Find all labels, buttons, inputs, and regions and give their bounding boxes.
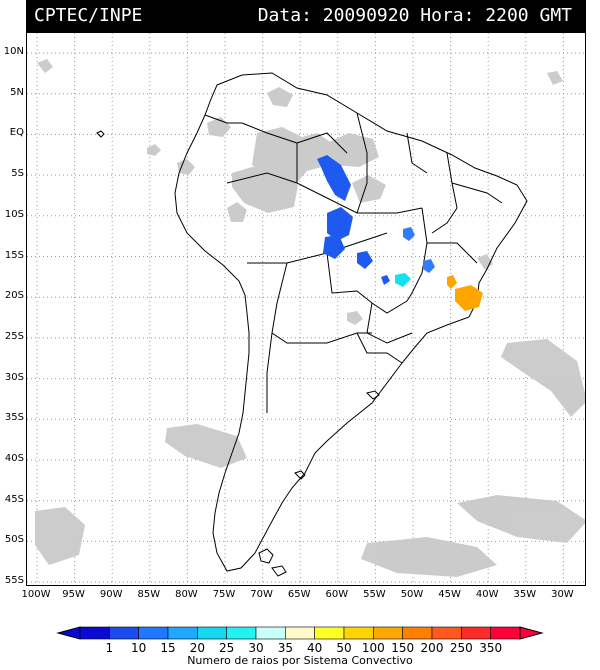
lon-label: 95W xyxy=(62,589,85,600)
lat-label: 5N xyxy=(10,86,24,98)
colorbar-swatch xyxy=(197,626,227,640)
map-canvas xyxy=(27,33,587,585)
lat-label: 25S xyxy=(4,330,24,342)
colorbar-swatch xyxy=(138,626,169,640)
lat-label: 5S xyxy=(11,168,24,180)
colorbar-tick-label: 10 xyxy=(131,641,147,655)
lon-label: 80W xyxy=(175,589,198,600)
lon-label: 75W xyxy=(212,589,236,600)
colorbar-tick-label: 200 xyxy=(420,641,444,655)
coastline xyxy=(96,72,528,577)
colorbar-left-arrow xyxy=(56,626,81,640)
header-datetime: Data: 20090920 Hora: 2200 GMT xyxy=(257,5,572,26)
colorbar-tick-label: 100 xyxy=(361,641,385,655)
lat-label: 10S xyxy=(4,208,24,220)
colorbar-tick-label: 1 xyxy=(105,641,114,655)
lat-label: 10N xyxy=(3,46,24,57)
colorbar-swatch xyxy=(285,626,315,640)
lat-label: 55S xyxy=(4,575,24,587)
lat-label: 20S xyxy=(4,290,24,302)
lon-label: 100W xyxy=(21,589,51,600)
colorbar-tick-label: 15 xyxy=(160,641,176,655)
lat-label: 30S xyxy=(4,371,24,383)
lat-label: 45S xyxy=(4,493,24,505)
lon-label: 70W xyxy=(250,589,273,600)
lat-label: 35S xyxy=(4,412,24,424)
lat-label: 15S xyxy=(4,249,24,261)
colorbar-swatch xyxy=(79,626,110,640)
colorbar-swatch xyxy=(373,626,403,640)
header-source: CPTEC/INPE xyxy=(34,5,143,26)
colorbar-swatch xyxy=(109,626,139,640)
colorbar-right-arrow xyxy=(519,626,544,640)
lon-label: 40W xyxy=(475,589,499,600)
lat-label: 50S xyxy=(4,534,24,546)
colorbar-tick-label: 150 xyxy=(391,641,415,655)
lon-label: 85W xyxy=(137,589,161,600)
colorbar-caption: Numero de raios por Sistema Convectivo xyxy=(187,654,413,667)
lat-label: 40S xyxy=(4,453,24,464)
colorbar-swatch xyxy=(167,626,198,640)
colorbar-swatch xyxy=(490,626,521,640)
lon-label: 65W xyxy=(287,589,311,600)
colorbar-tick-label: 350 xyxy=(479,641,503,655)
colorbar-swatch xyxy=(402,626,433,640)
colorbar-tick-label: 40 xyxy=(307,641,323,655)
colorbar-swatch xyxy=(255,626,286,640)
colorbar-swatch xyxy=(431,626,462,640)
lon-label: 90W xyxy=(99,589,123,600)
colorbar-tick-label: 20 xyxy=(189,641,205,655)
colorbar-swatch xyxy=(461,626,491,640)
colorbar-tick-label: 30 xyxy=(248,641,264,655)
colorbar xyxy=(56,626,544,640)
colorbar-tick-label: 50 xyxy=(336,641,352,655)
colorbar-tick-label: 25 xyxy=(219,641,235,655)
colorbar-tick-label: 35 xyxy=(277,641,293,655)
lon-label: 45W xyxy=(438,589,461,600)
lightning-clusters xyxy=(317,155,483,311)
colorbar-swatch xyxy=(343,626,374,640)
colorbar-tick-label: 250 xyxy=(449,641,473,655)
lon-label: 35W xyxy=(513,589,537,600)
colorbar-swatch xyxy=(314,626,345,640)
lon-label: 55W xyxy=(363,589,386,600)
lon-label: 60W xyxy=(325,589,349,600)
lon-label: 50W xyxy=(400,589,424,600)
header-bar: CPTEC/INPE Data: 20090920 Hora: 2200 GMT xyxy=(26,0,586,32)
lon-label: 30W xyxy=(551,589,574,600)
colorbar-swatch xyxy=(226,626,257,640)
lat-label: EQ xyxy=(9,127,24,139)
cloud-cover xyxy=(35,59,587,577)
map-frame xyxy=(26,32,587,586)
